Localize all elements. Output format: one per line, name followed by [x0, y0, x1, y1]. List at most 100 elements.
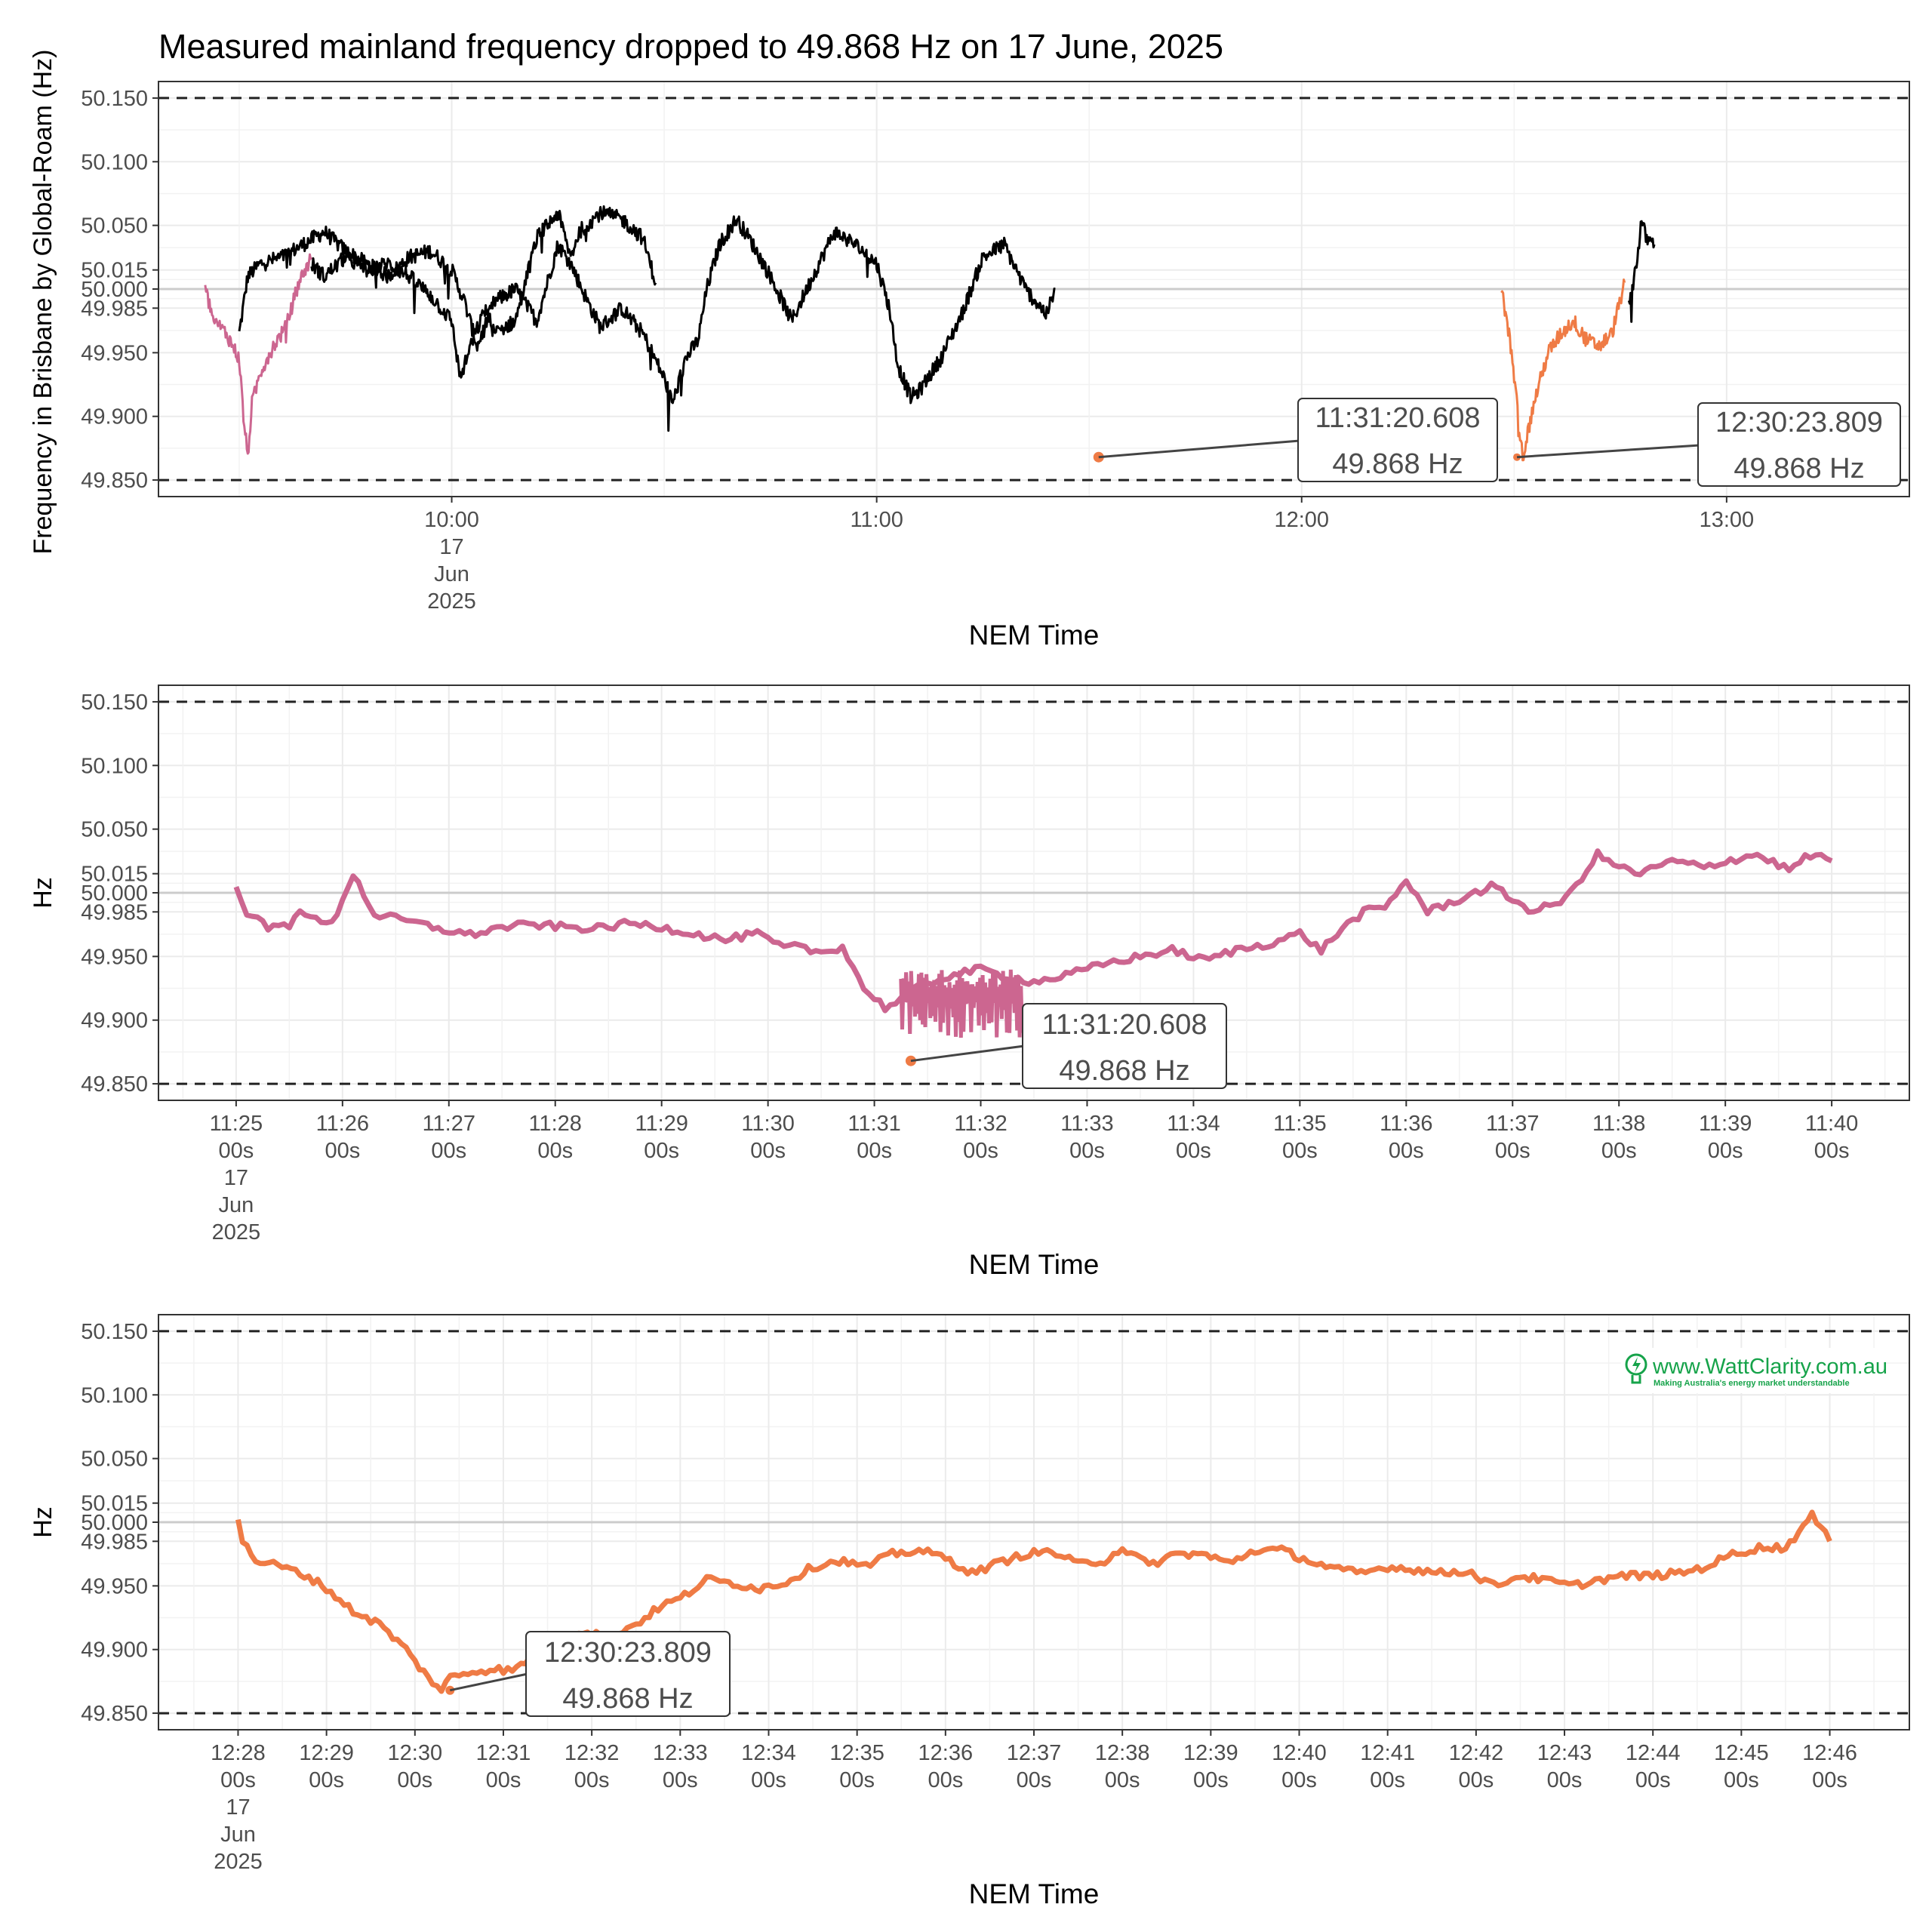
x-tick-label: 11:29 [635, 1112, 688, 1136]
x-tick-label: Jun [434, 562, 469, 586]
frequency-line [1627, 220, 1656, 323]
y-tick-label: 50.150 [81, 87, 148, 111]
x-axis-label: NEM Time [969, 620, 1100, 651]
y-axis-label: Frequency in Brisbane by Global-Roam (Hz… [29, 50, 57, 555]
x-tick-label: 12:33 [653, 1741, 708, 1765]
x-tick-label: Jun [220, 1823, 256, 1847]
callout-time: 11:31:20.608 [1315, 402, 1480, 434]
x-tick-label: 00s [1812, 1768, 1847, 1792]
x-tick-label: 11:38 [1592, 1112, 1645, 1136]
x-tick-label: 00s [663, 1768, 698, 1792]
panel-3-reference-lines [158, 1330, 1909, 1715]
frequency-line [1500, 278, 1626, 462]
panel-1-callouts: 11:31:20.608 49.868 Hz 12:30:23.809 49.8… [1098, 398, 1901, 487]
x-tick-label: 00s [1370, 1768, 1405, 1792]
panel-3-x-ticks: 12:28 00s 17 Jun 2025 12:29 00s 12:30 00s 12:31 00… [211, 1730, 1857, 1874]
x-tick-label: 12:28 [211, 1741, 266, 1765]
callout-box [1297, 398, 1498, 482]
y-tick-label: 49.985 [81, 297, 148, 321]
y-tick-label: 49.850 [81, 469, 148, 493]
x-tick-label: 12:39 [1183, 1741, 1238, 1765]
callout-value: 49.868 Hz [1734, 453, 1864, 485]
y-axis-label: Hz [29, 1506, 57, 1538]
x-tick-label: 11:40 [1805, 1112, 1858, 1136]
callout-value: 49.868 Hz [1332, 448, 1463, 480]
x-tick-label: 00s [1814, 1139, 1850, 1163]
x-tick-label: 11:35 [1273, 1112, 1326, 1136]
callout-value: 49.868 Hz [1059, 1055, 1189, 1087]
x-tick-label: 12:32 [565, 1741, 620, 1765]
y-tick-label: 50.050 [81, 1447, 148, 1472]
x-tick-label: 11:39 [1699, 1112, 1752, 1136]
chart-title: Measured mainland frequency dropped to 4… [158, 27, 1223, 66]
x-tick-label: 00s [928, 1768, 963, 1792]
x-tick-label: 11:31 [848, 1112, 900, 1136]
x-tick-label: 2025 [427, 589, 476, 614]
x-tick-label: 12:34 [741, 1741, 796, 1765]
panel-2-callout: 11:31:20.608 49.868 Hz [910, 1003, 1227, 1089]
x-tick-label: Jun [219, 1193, 254, 1217]
callout-box [525, 1631, 731, 1717]
y-tick-label: 50.150 [81, 691, 148, 715]
x-tick-label: 00s [857, 1139, 892, 1163]
y-tick-label: 50.000 [81, 278, 148, 302]
y-tick-label: 50.100 [81, 150, 148, 174]
y-tick-label: 49.900 [81, 1009, 148, 1033]
x-tick-label: 12:44 [1626, 1741, 1681, 1765]
x-tick-label: 00s [219, 1139, 254, 1163]
y-tick-label: 49.985 [81, 900, 148, 924]
x-tick-label: 11:27 [423, 1112, 475, 1136]
callout-box [1697, 402, 1901, 487]
x-tick-label: 00s [220, 1768, 256, 1792]
y-tick-label: 49.900 [81, 405, 148, 429]
watermark-background [1621, 1348, 1884, 1393]
x-tick-label: 00s [751, 1768, 786, 1792]
callout-time: 12:30:23.809 [544, 1637, 712, 1669]
x-axis-label: NEM Time [969, 1249, 1100, 1280]
x-tick-label: 12:38 [1095, 1741, 1150, 1765]
x-tick-label: 00s [1495, 1139, 1531, 1163]
frequency-line [235, 1509, 1832, 1694]
x-tick-label: 00s [1458, 1768, 1494, 1792]
x-tick-label: 00s [431, 1139, 466, 1163]
x-tick-label: 00s [1193, 1768, 1229, 1792]
x-tick-label: 00s [537, 1139, 573, 1163]
x-tick-label: 00s [1069, 1139, 1105, 1163]
x-tick-label: 12:37 [1007, 1741, 1062, 1765]
x-tick-label: 11:28 [529, 1112, 582, 1136]
y-tick-label: 50.100 [81, 754, 148, 778]
x-tick-label: 00s [1708, 1139, 1743, 1163]
y-tick-label: 50.000 [81, 881, 148, 906]
x-tick-label: 12:41 [1360, 1741, 1415, 1765]
x-tick-label: 11:25 [210, 1112, 263, 1136]
x-tick-label: 00s [397, 1768, 432, 1792]
lightbulb-bolt-icon [1625, 1353, 1647, 1384]
x-tick-label: 11:00 [850, 508, 903, 532]
callout-leader-line [1516, 444, 1700, 459]
callout-time: 11:31:20.608 [1041, 1009, 1207, 1041]
callout-leader-line [910, 1044, 1025, 1063]
x-tick-label: 12:36 [918, 1741, 974, 1765]
y-tick-label: 50.050 [81, 818, 148, 842]
x-tick-label: 00s [1105, 1768, 1140, 1792]
x-tick-label: 00s [963, 1139, 998, 1163]
x-tick-label: 11:30 [741, 1112, 794, 1136]
x-tick-label: 12:45 [1714, 1741, 1769, 1765]
x-tick-label: 2025 [212, 1220, 261, 1244]
watermark-tagline: Making Australia's energy market underst… [1654, 1379, 1850, 1388]
y-axis-label: Hz [29, 877, 57, 909]
x-tick-label: 00s [1281, 1768, 1317, 1792]
x-tick-label: 00s [1176, 1139, 1211, 1163]
callout-box [1022, 1003, 1227, 1089]
y-tick-label: 50.050 [81, 214, 148, 238]
x-tick-label: 12:40 [1272, 1741, 1327, 1765]
callout-value: 49.868 Hz [562, 1683, 693, 1715]
y-tick-label: 49.850 [81, 1702, 148, 1726]
x-tick-label: 00s [1282, 1139, 1318, 1163]
x-tick-label: 11:32 [954, 1112, 1007, 1136]
callout-leader-line [450, 1672, 528, 1692]
